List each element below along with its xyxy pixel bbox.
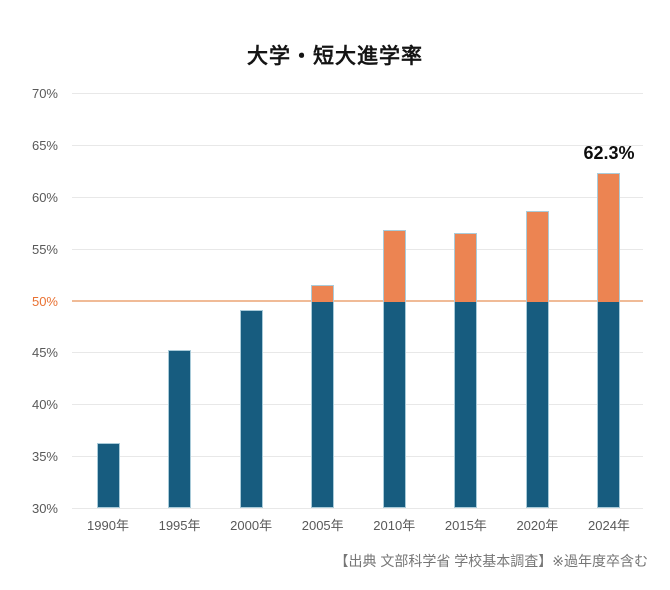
bar-above-threshold-segment (526, 212, 548, 302)
bar-above-threshold-segment (455, 234, 477, 302)
y-axis-label: 35% (31, 449, 58, 465)
y-axis-label: 45% (31, 345, 58, 361)
gridline (72, 144, 643, 146)
y-axis-label: 65% (31, 137, 58, 153)
bar-above-threshold-segment (312, 285, 334, 302)
bar-1995年 (168, 350, 192, 508)
x-axis-label: 1990年 (87, 518, 129, 533)
y-axis-label: 55% (31, 241, 58, 257)
bar-2024年 (597, 172, 621, 508)
threshold-line-50pct (72, 299, 643, 302)
x-axis-label: 2024年 (588, 518, 630, 533)
y-axis-label: 50% (31, 293, 58, 309)
gridline (72, 196, 643, 198)
x-axis-label: 2010年 (373, 518, 416, 533)
y-axis-label: 30% (31, 501, 58, 516)
gridline (72, 508, 643, 509)
x-axis-label: 1995年 (158, 518, 201, 533)
x-axis-label: 2005年 (301, 518, 344, 533)
y-axis-label: 70% (31, 86, 58, 101)
x-axis-label: 2015年 (444, 518, 487, 533)
gridline (72, 352, 643, 354)
bar-above-threshold-segment (383, 230, 405, 302)
x-axis-label: 2000年 (230, 518, 273, 533)
x-axis-label: 2020年 (516, 518, 559, 533)
data-label-max-value: 62.3% (583, 142, 635, 163)
y-axis-label: 60% (31, 189, 58, 205)
plot-area: 62.3% (72, 93, 643, 509)
bar-above-threshold-segment (598, 173, 620, 302)
bar-2000年 (239, 309, 263, 508)
bar-1990年 (96, 442, 120, 508)
bar-2010年 (382, 229, 406, 508)
gridline (72, 93, 643, 94)
bar-2020年 (525, 211, 549, 508)
source-note: 【出典 文部科学省 学校基本調査】※過年度卒含む (334, 553, 648, 569)
bar-2005年 (311, 284, 335, 508)
bar-2015年 (454, 233, 478, 508)
y-axis-label: 40% (31, 397, 58, 413)
chart-title: 大学・短大進学率 (247, 45, 423, 68)
gridline (72, 248, 643, 250)
gridline (72, 456, 643, 458)
gridline (72, 404, 643, 406)
